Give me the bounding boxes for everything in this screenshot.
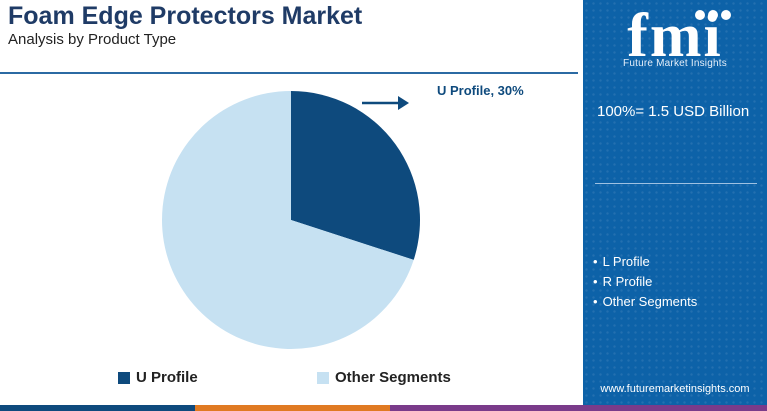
pie-chart: U Profile, 30%: [162, 83, 524, 349]
legend-label-other-segments: Other Segments: [335, 369, 451, 386]
legend-swatch-u-profile: [118, 371, 130, 384]
segment-item: Other Segments: [593, 292, 698, 312]
pie-slices: [162, 91, 420, 349]
legend-label-u-profile: U Profile: [136, 369, 198, 386]
logo-tagline: Future Market Insights: [623, 58, 727, 69]
market-total: 100%= 1.5 USD Billion: [597, 103, 750, 120]
callout-arrow: [362, 96, 409, 110]
sidebar-divider: [595, 183, 757, 184]
callout-label: U Profile, 30%: [437, 83, 524, 98]
logo-letters: fmi: [627, 6, 723, 70]
accent-bar: [0, 405, 767, 411]
info-sidebar: fmi Future Market Insights 100%= 1.5 USD…: [583, 0, 767, 405]
segment-item: L Profile: [593, 252, 697, 272]
legend-item-other-segments: Other Segments: [317, 369, 451, 386]
legend-item-u-profile: U Profile: [118, 369, 198, 386]
header-divider: [0, 72, 578, 74]
page-title: Foam Edge Protectors Market: [8, 2, 363, 30]
page-subtitle: Analysis by Product Type: [8, 31, 177, 48]
segment-item: R Profile: [593, 272, 697, 292]
legend-swatch-other-segments: [317, 371, 329, 384]
pie-slice-other-segments: [162, 91, 414, 349]
website-link[interactable]: www.futuremarketinsights.com: [600, 383, 750, 395]
pie-slice-u-profile: [291, 91, 420, 260]
segment-list: L Profile R Profile Other Segments: [593, 252, 698, 312]
fmi-logo: fmi: [627, 6, 731, 70]
